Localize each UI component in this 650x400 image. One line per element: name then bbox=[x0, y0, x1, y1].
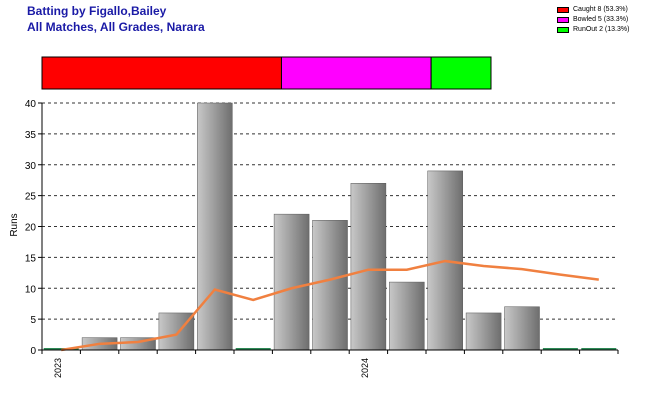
dismissal-segment-caught bbox=[41, 56, 282, 90]
legend-swatch-caught bbox=[557, 7, 569, 13]
bar bbox=[350, 183, 387, 351]
dismissal-segment-runout bbox=[430, 56, 492, 90]
average-line-path bbox=[61, 259, 599, 352]
bar-zero bbox=[235, 348, 271, 350]
dismissal-segment-bowled bbox=[280, 56, 432, 90]
dismissal-bar bbox=[41, 56, 492, 90]
bar bbox=[312, 220, 348, 351]
y-tick-label: 0 bbox=[30, 346, 36, 357]
x-axis: 2023 2024 bbox=[41, 349, 619, 378]
y-tick-label: 30 bbox=[25, 161, 37, 172]
chart-subtitle: All Matches, All Grades, Narara bbox=[27, 20, 205, 34]
bar bbox=[273, 213, 310, 351]
bar bbox=[465, 312, 502, 351]
bar bbox=[389, 281, 425, 351]
legend-label-bowled: Bowled 5 (33.3%) bbox=[573, 16, 629, 23]
legend-item-runout: RunOut 2 (13.3%) bbox=[557, 25, 629, 35]
average-line bbox=[61, 259, 599, 352]
legend-item-caught: Caught 8 (53.3%) bbox=[557, 5, 629, 15]
y-tick-label: 5 bbox=[30, 315, 36, 326]
bar-zero bbox=[542, 348, 578, 350]
y-axis: 0 5 10 15 20 25 30 35 40 bbox=[25, 99, 43, 357]
legend-label-runout: RunOut 2 (13.3%) bbox=[573, 26, 630, 33]
y-tick-label: 25 bbox=[25, 192, 37, 203]
legend-swatch-bowled bbox=[557, 17, 569, 23]
bar bbox=[197, 102, 233, 351]
x-tick-label: 2023 bbox=[53, 358, 63, 378]
x-tick-label: 2024 bbox=[360, 358, 370, 378]
legend-swatch-runout bbox=[557, 27, 569, 33]
y-tick-label: 40 bbox=[25, 99, 37, 110]
legend-label-caught: Caught 8 (53.3%) bbox=[573, 6, 628, 13]
y-axis-label: Runs bbox=[9, 213, 20, 236]
bars bbox=[43, 102, 617, 351]
bar bbox=[504, 306, 540, 351]
legend-item-bowled: Bowled 5 (33.3%) bbox=[557, 15, 629, 25]
y-tick-label: 10 bbox=[25, 284, 37, 295]
bar-zero bbox=[581, 348, 617, 350]
chart-title: Batting by Figallo,Bailey bbox=[27, 4, 167, 18]
legend: Caught 8 (53.3%) Bowled 5 (33.3%) RunOut… bbox=[557, 5, 629, 35]
y-tick-label: 15 bbox=[25, 253, 37, 264]
y-tick-label: 35 bbox=[25, 130, 37, 141]
y-tick-label: 20 bbox=[25, 223, 37, 234]
